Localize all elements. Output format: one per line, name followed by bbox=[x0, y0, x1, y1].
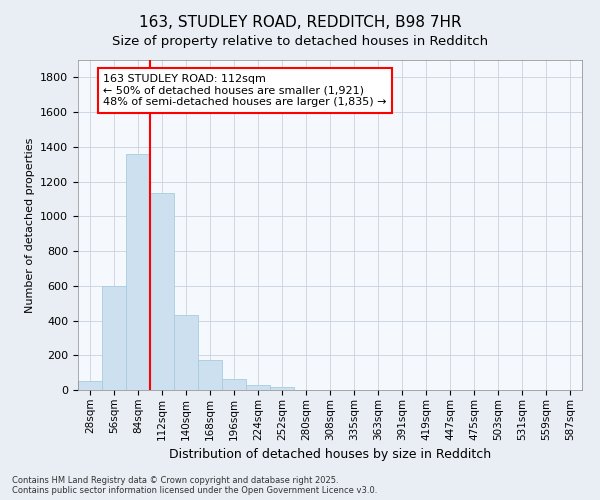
Bar bbox=[174, 316, 198, 390]
Bar bbox=[102, 286, 126, 390]
Bar bbox=[222, 378, 246, 390]
Bar bbox=[126, 154, 150, 390]
Bar bbox=[150, 193, 174, 390]
Bar bbox=[78, 382, 102, 390]
X-axis label: Distribution of detached houses by size in Redditch: Distribution of detached houses by size … bbox=[169, 448, 491, 461]
Bar bbox=[270, 388, 294, 390]
Bar bbox=[198, 360, 222, 390]
Text: 163 STUDLEY ROAD: 112sqm
← 50% of detached houses are smaller (1,921)
48% of sem: 163 STUDLEY ROAD: 112sqm ← 50% of detach… bbox=[103, 74, 387, 107]
Text: Contains HM Land Registry data © Crown copyright and database right 2025.
Contai: Contains HM Land Registry data © Crown c… bbox=[12, 476, 377, 495]
Y-axis label: Number of detached properties: Number of detached properties bbox=[25, 138, 35, 312]
Text: 163, STUDLEY ROAD, REDDITCH, B98 7HR: 163, STUDLEY ROAD, REDDITCH, B98 7HR bbox=[139, 15, 461, 30]
Text: Size of property relative to detached houses in Redditch: Size of property relative to detached ho… bbox=[112, 35, 488, 48]
Bar bbox=[246, 385, 270, 390]
